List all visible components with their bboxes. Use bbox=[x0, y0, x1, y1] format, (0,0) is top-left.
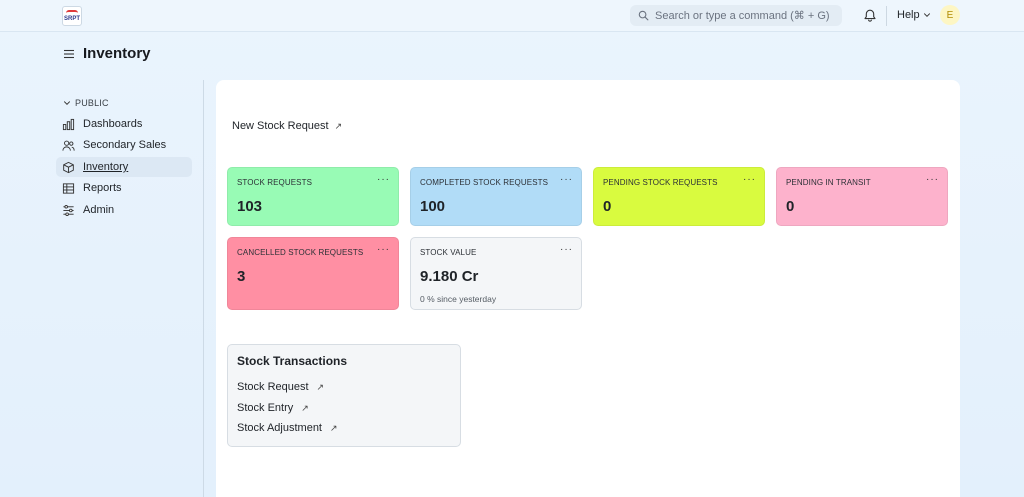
workspace-panel: New Stock Request ↗ STOCK REQUESTS ··· 1… bbox=[216, 80, 960, 497]
help-dropdown[interactable]: Help bbox=[897, 9, 931, 21]
more-options-icon[interactable]: ··· bbox=[560, 174, 573, 185]
card-value: 100 bbox=[420, 198, 446, 215]
arrow-up-right-icon: ↗ bbox=[316, 381, 325, 392]
card-value: 0 bbox=[786, 198, 795, 215]
logo-text: SRPT bbox=[63, 15, 80, 22]
link-stock-request[interactable]: Stock Request ↗ bbox=[237, 381, 324, 393]
arrow-up-right-icon: ↗ bbox=[301, 402, 309, 413]
more-options-icon[interactable]: ··· bbox=[377, 244, 390, 255]
search-icon bbox=[638, 10, 649, 21]
card-value: 103 bbox=[237, 198, 263, 215]
sliders-icon bbox=[63, 204, 74, 216]
card-title: PENDING STOCK REQUESTS bbox=[603, 178, 718, 187]
sidebar-section-label: PUBLIC bbox=[75, 98, 109, 108]
sidebar-item-inventory[interactable]: Inventory bbox=[56, 157, 192, 177]
box-icon bbox=[63, 161, 74, 173]
card-title: CANCELLED STOCK REQUESTS bbox=[237, 248, 364, 257]
sidebar-item-reports[interactable]: Reports bbox=[56, 178, 192, 198]
search-bar[interactable] bbox=[630, 5, 842, 26]
shortcut-new-stock-request[interactable]: New Stock Request ↗ bbox=[232, 120, 342, 132]
app-logo[interactable]: SRPT bbox=[62, 6, 82, 26]
table-icon bbox=[62, 182, 75, 194]
number-card-pending-stock-requests[interactable]: PENDING STOCK REQUESTS ··· 0 bbox=[593, 167, 765, 226]
more-options-icon[interactable]: ··· bbox=[743, 174, 756, 185]
notification-bell-icon[interactable] bbox=[862, 8, 878, 24]
sidebar-item-label: Dashboards bbox=[83, 118, 143, 130]
users-icon bbox=[62, 140, 75, 151]
arrow-up-right-icon: ↗ bbox=[334, 120, 343, 131]
arrow-up-right-icon: ↗ bbox=[330, 422, 338, 433]
number-card-stock-value[interactable]: STOCK VALUE ··· 9.180 Cr 0 % since yeste… bbox=[410, 237, 582, 310]
menu-toggle-icon[interactable] bbox=[63, 48, 75, 60]
top-navbar: SRPT Help E bbox=[0, 0, 1024, 32]
number-card-completed-stock-requests[interactable]: COMPLETED STOCK REQUESTS ··· 100 bbox=[410, 167, 582, 226]
sidebar-item-label: Reports bbox=[83, 182, 122, 194]
sidebar-item-label: Secondary Sales bbox=[83, 139, 167, 151]
card-value: 0 bbox=[603, 198, 612, 215]
more-options-icon[interactable]: ··· bbox=[377, 174, 390, 185]
link-label: Stock Request bbox=[237, 381, 309, 393]
chevron-down-icon bbox=[923, 13, 930, 18]
sidebar-item-dashboards[interactable]: Dashboards bbox=[56, 114, 192, 134]
links-card-title: Stock Transactions bbox=[237, 354, 348, 368]
more-options-icon[interactable]: ··· bbox=[560, 244, 573, 255]
navbar-divider bbox=[886, 6, 887, 26]
sidebar-item-label: Admin bbox=[83, 204, 115, 216]
card-title: STOCK REQUESTS bbox=[237, 178, 313, 187]
help-label: Help bbox=[897, 9, 920, 21]
card-subtitle: 0 % since yesterday bbox=[420, 294, 497, 304]
link-label: Stock Adjustment bbox=[237, 422, 322, 434]
card-value: 9.180 Cr bbox=[420, 268, 479, 285]
page-title: Inventory bbox=[83, 45, 151, 62]
search-input[interactable] bbox=[655, 9, 835, 22]
sidebar-divider bbox=[203, 80, 204, 497]
card-title: COMPLETED STOCK REQUESTS bbox=[420, 178, 549, 187]
card-title: PENDING IN TRANSIT bbox=[786, 178, 871, 187]
sidebar-section-public[interactable]: PUBLIC bbox=[63, 98, 109, 108]
link-stock-adjustment[interactable]: Stock Adjustment ↗ bbox=[237, 422, 338, 434]
user-avatar[interactable]: E bbox=[940, 5, 960, 25]
logo-arc bbox=[66, 10, 78, 13]
bar-chart-icon bbox=[62, 118, 75, 130]
number-card-cancelled-stock-requests[interactable]: CANCELLED STOCK REQUESTS ··· 3 bbox=[227, 237, 399, 310]
sidebar-item-admin[interactable]: Admin bbox=[56, 200, 192, 220]
sidebar-item-secondary-sales[interactable]: Secondary Sales bbox=[56, 135, 192, 155]
link-stock-entry[interactable]: Stock Entry ↗ bbox=[237, 402, 309, 414]
link-label: Stock Entry bbox=[237, 402, 294, 414]
card-title: STOCK VALUE bbox=[420, 248, 477, 257]
chevron-down-icon bbox=[64, 101, 70, 106]
card-value: 3 bbox=[237, 268, 246, 285]
sidebar-item-label: Inventory bbox=[83, 161, 129, 173]
more-options-icon[interactable]: ··· bbox=[926, 174, 939, 185]
links-card-stock-transactions: Stock Transactions Stock Request ↗ Stock… bbox=[227, 344, 461, 447]
shortcut-label: New Stock Request bbox=[232, 120, 329, 132]
number-card-pending-in-transit[interactable]: PENDING IN TRANSIT ··· 0 bbox=[776, 167, 948, 226]
number-card-stock-requests[interactable]: STOCK REQUESTS ··· 103 bbox=[227, 167, 399, 226]
